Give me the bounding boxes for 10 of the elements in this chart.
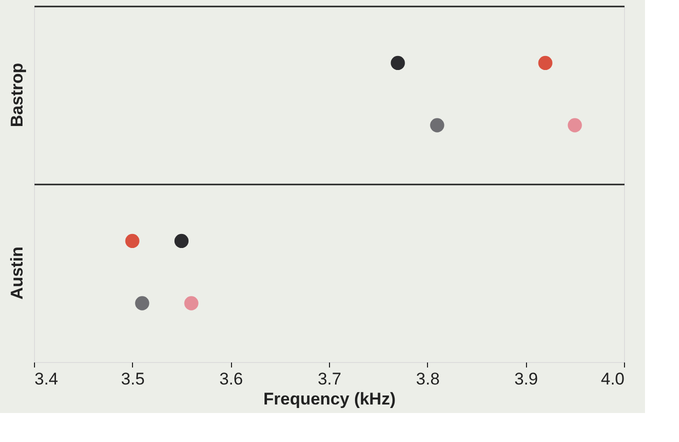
x-tick-label: 3.8 (416, 370, 440, 388)
y-tick-label: Bastrop (8, 62, 26, 128)
x-tick-label: 3.4 (34, 370, 58, 388)
x-axis-title: Frequency (kHz) (263, 390, 396, 408)
x-tick-label: 3.9 (514, 370, 538, 388)
x-tick-label: 4.0 (600, 370, 624, 388)
x-tick-label: 3.7 (318, 370, 342, 388)
x-tick-label: 3.6 (219, 370, 243, 388)
y-tick-label: Austin (8, 246, 26, 300)
x-tick-label: 3.5 (121, 370, 145, 388)
